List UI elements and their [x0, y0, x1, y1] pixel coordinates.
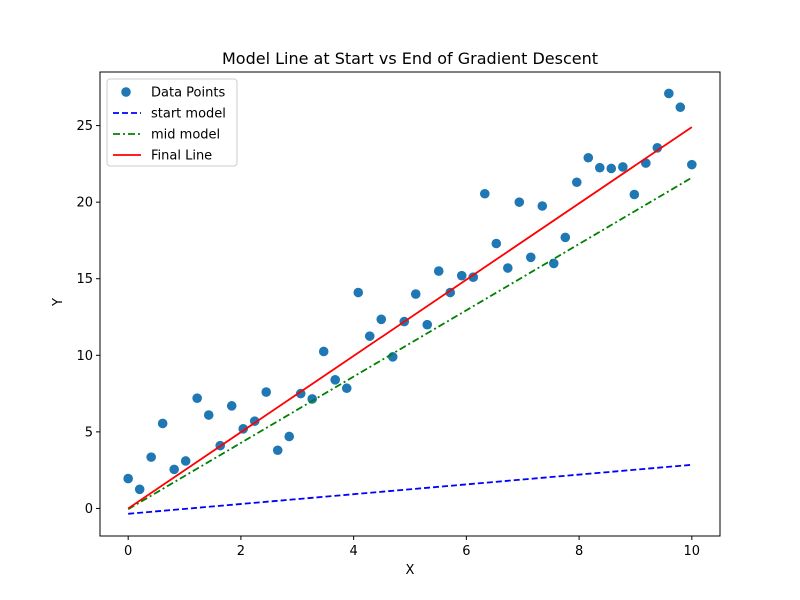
- legend: Data Points start model mid model Final Lin…: [106, 78, 238, 167]
- legend-label-mid-model: mid model: [151, 128, 220, 143]
- data-point: [330, 375, 341, 385]
- x-tick-label: 10: [684, 544, 701, 559]
- y-tick-label: 0: [85, 502, 93, 517]
- data-point: [560, 232, 571, 243]
- data-point: [410, 289, 421, 299]
- legend-label-start-model: start model: [151, 107, 226, 122]
- x-tick-label: 0: [124, 544, 132, 559]
- data-point: [123, 473, 133, 484]
- data-point: [364, 331, 375, 341]
- data-point: [571, 177, 582, 188]
- data-point: [203, 410, 214, 420]
- data-point: [502, 263, 513, 273]
- y-axis-label: Y: [51, 298, 66, 307]
- x-tick-label: 2: [237, 544, 245, 559]
- data-point: [468, 272, 479, 283]
- data-point: [479, 188, 490, 199]
- y-tick-label: 20: [76, 196, 93, 211]
- data-point: [376, 314, 387, 325]
- data-point: [284, 431, 295, 442]
- data-point: [594, 162, 605, 173]
- data-point: [664, 88, 674, 99]
- data-point: [445, 287, 456, 298]
- axes-frame: [99, 71, 721, 537]
- x-tick-label: 8: [575, 544, 583, 559]
- data-point: [675, 102, 686, 113]
- data-point: [491, 238, 502, 249]
- mid-model-line: [127, 176, 693, 510]
- data-point: [652, 143, 663, 153]
- data-point: [537, 201, 548, 211]
- data-point: [422, 319, 433, 330]
- data-point: [456, 270, 467, 281]
- legend-box: [106, 78, 238, 167]
- data-point: [514, 197, 525, 207]
- data-point: [687, 159, 697, 170]
- x-tick-label: 4: [349, 544, 357, 559]
- data-point: [629, 189, 640, 200]
- legend-label-final-line: Final Line: [151, 149, 212, 164]
- data-point: [387, 352, 398, 362]
- data-point: [433, 266, 444, 276]
- data-point: [525, 252, 536, 263]
- data-point: [606, 163, 617, 174]
- plot-area: [123, 88, 697, 515]
- data-point: [272, 445, 283, 456]
- data-point: [307, 394, 318, 404]
- data-point: [169, 464, 179, 475]
- data-point: [353, 287, 364, 298]
- y-tick-label: 5: [85, 425, 93, 440]
- data-point: [583, 152, 594, 163]
- data-point: [157, 418, 168, 429]
- data-point: [318, 346, 329, 357]
- data-point: [341, 383, 352, 394]
- start-model-line: [128, 463, 692, 515]
- data-point: [192, 393, 202, 403]
- y-tick-label: 10: [76, 349, 93, 364]
- legend-marker-data-points: [121, 87, 131, 97]
- data-point: [226, 401, 237, 411]
- data-point: [146, 452, 156, 462]
- final-line-line: [127, 126, 693, 510]
- data-point: [261, 387, 272, 397]
- data-point: [295, 388, 306, 399]
- data-point: [134, 484, 145, 495]
- data-point: [180, 456, 191, 466]
- axes: 0 2 4 6 8 10 0 5 10 15 20 25: [76, 71, 721, 559]
- x-tick-label: 6: [462, 544, 470, 559]
- chart-title: Model Line at Start vs End of Gradient D…: [222, 49, 598, 68]
- y-tick-label: 15: [76, 272, 93, 287]
- legend-label-data-points: Data Points: [151, 86, 225, 101]
- y-tick-label: 25: [76, 119, 93, 134]
- data-point: [618, 162, 628, 172]
- x-axis-label: X: [406, 563, 415, 578]
